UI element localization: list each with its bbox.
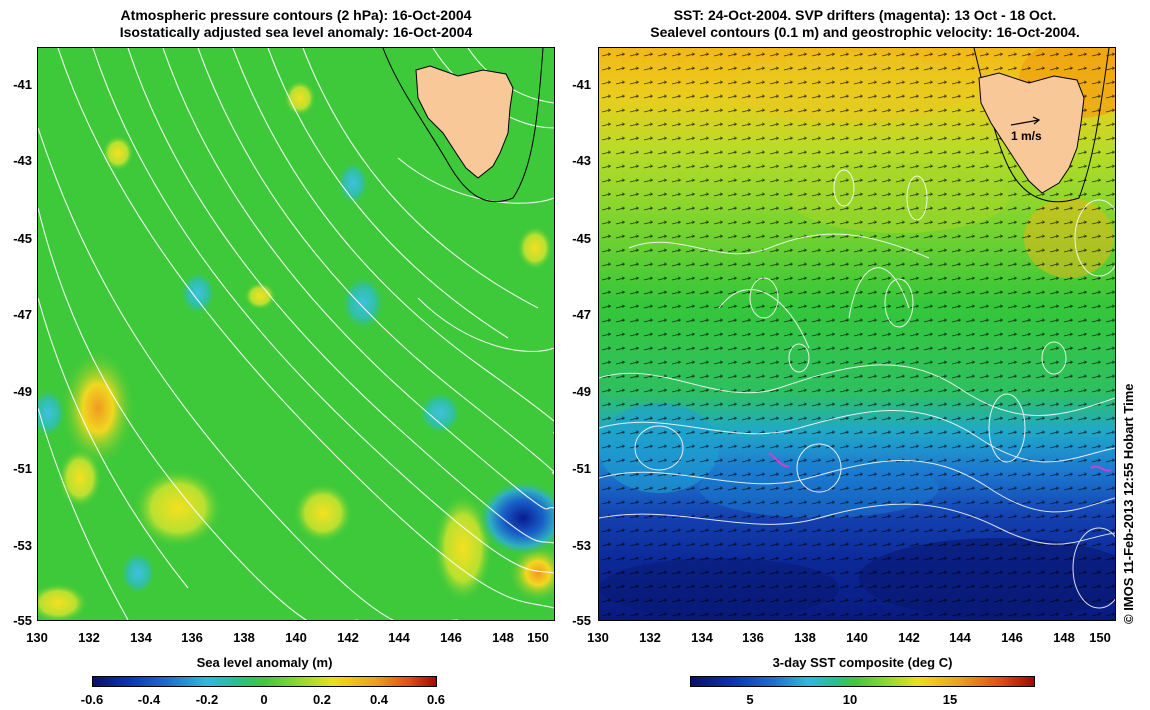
right-x-tick: 132 [639,630,661,645]
right-x-tick: 138 [794,630,816,645]
sla-colorbar-tick: -0.2 [195,692,219,707]
left-x-tick: 144 [388,630,410,645]
left-x-tick: 132 [78,630,100,645]
left-y-tick: -47 [13,307,32,322]
sst-colorbar [690,676,1035,687]
right-y-tick: -45 [572,231,591,246]
sla-colorbar-tick: 0.2 [312,692,332,707]
left-x-tick: 142 [337,630,359,645]
sst-map-svg: 1 m/s [599,48,1115,620]
velocity-scale-label: 1 m/s [1011,129,1042,143]
sla-colorbar-tick: 0.4 [369,692,389,707]
right-y-tick: -43 [572,153,591,168]
tasmania-land [415,65,514,179]
right-x-tick: 136 [742,630,764,645]
left-x-tick: 140 [285,630,307,645]
left-x-tick: 148 [492,630,514,645]
left-title-line2: Isostatically adjusted sea level anomaly… [119,24,473,40]
right-x-tick: 134 [691,630,713,645]
sla-colorbar-label: Sea level anomaly (m) [196,655,333,670]
left-y-tick: -53 [13,538,32,553]
left-y-tick: -49 [13,384,32,399]
sst-colorbar-label: 3-day SST composite (deg C) [772,655,953,670]
left-x-tick: 138 [233,630,255,645]
pressure-contours [38,48,554,620]
right-title-line2: Sealevel contours (0.1 m) and geostrophi… [650,24,1080,40]
right-x-tick: 130 [587,630,609,645]
left-x-tick: 150 [527,630,549,645]
right-x-tick: 140 [846,630,868,645]
sst-colorbar-tick: 10 [842,692,858,707]
right-x-tick: 142 [898,630,920,645]
sst-colorbar-tick: 5 [746,692,754,707]
left-x-tick: 136 [181,630,203,645]
sla-anomaly-blobs [38,80,554,620]
right-y-tick: -49 [572,384,591,399]
left-title-line1: Atmospheric pressure contours (2 hPa): 1… [120,7,472,23]
left-y-tick: -45 [13,231,32,246]
sst-colorbar-tick: 15 [942,692,958,707]
right-y-tick: -51 [572,461,591,476]
sla-map-svg [38,48,554,620]
sla-colorbar-tick: 0.6 [426,692,446,707]
left-y-tick: -51 [13,461,32,476]
right-y-tick: -41 [572,77,591,92]
sla-colorbar-tick: -0.6 [80,692,104,707]
sla-colorbar [92,676,437,687]
right-y-tick: -47 [572,307,591,322]
shelf-contour [382,48,544,203]
right-x-tick: 146 [1001,630,1023,645]
sea-level-anomaly-map [37,47,555,621]
right-y-tick: -53 [572,538,591,553]
sst-map: 1 m/s [598,47,1116,621]
right-title-line1: SST: 24-Oct-2004. SVP drifters (magenta)… [673,7,1057,23]
sla-colorbar-tick: -0.4 [137,692,161,707]
tasmania-land-right [978,72,1085,194]
right-x-tick: 148 [1053,630,1075,645]
right-y-tick: -55 [572,613,591,628]
right-title: SST: 24-Oct-2004. SVP drifters (magenta)… [590,7,1140,41]
left-title: Atmospheric pressure contours (2 hPa): 1… [37,7,555,41]
left-y-tick: -41 [13,77,32,92]
right-x-tick: 144 [949,630,971,645]
velocity-scale-arrow [1010,116,1041,126]
left-x-tick: 130 [26,630,48,645]
left-x-tick: 146 [440,630,462,645]
left-x-tick: 134 [130,630,152,645]
drifter-tracks [768,452,1112,472]
sealevel-contours [599,169,1115,609]
left-y-tick: -55 [13,613,32,628]
credit-text: © IMOS 11-Feb-2013 12:55 Hobart Time [1121,383,1136,624]
right-x-tick: 150 [1089,630,1111,645]
left-y-tick: -43 [13,153,32,168]
sla-colorbar-tick: 0 [260,692,268,707]
